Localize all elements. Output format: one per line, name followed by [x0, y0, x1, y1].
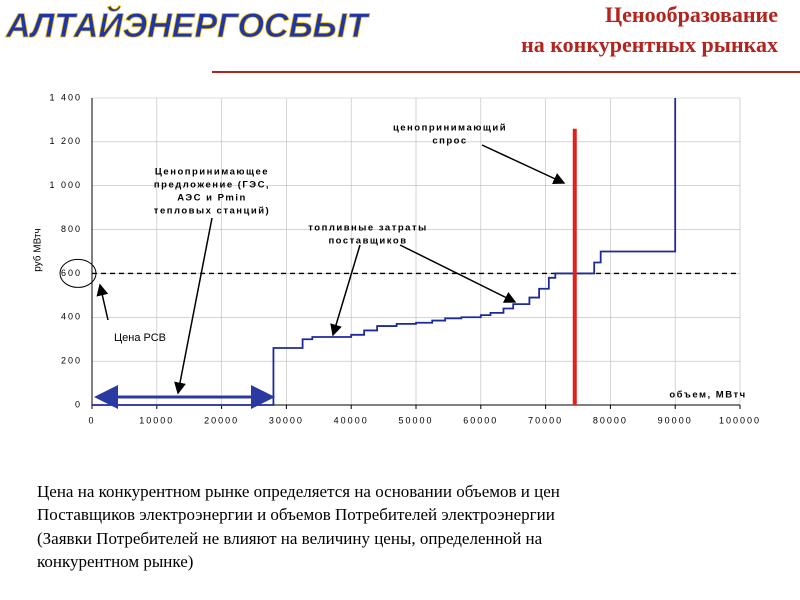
highlight: [59, 258, 97, 288]
footer-line: (Заявки Потребителей не влияют на величи…: [37, 529, 543, 548]
series-line: [92, 98, 677, 406]
annotation: Ценопринимающее: [155, 167, 269, 178]
annotation: поставщиков: [328, 236, 407, 247]
annotation: тепловых станций): [154, 206, 270, 217]
annotation: ценопринимающий: [393, 123, 507, 134]
x-tick-label: 10000: [139, 415, 174, 425]
x-tick-label: 80000: [593, 415, 628, 425]
y-tick-label: 400: [61, 312, 82, 322]
y-tick-label: 600: [61, 268, 82, 278]
title: на конкурентных рынках: [521, 32, 778, 57]
annotation: топливные затраты: [308, 223, 427, 234]
footer-line: Поставщиков электроэнергии и объемов Пот…: [37, 505, 555, 524]
arrow: [399, 244, 517, 303]
x-tick-label: 70000: [528, 415, 563, 425]
logo: АЛТАЙЭНЕРГОСБЫТ: [5, 6, 371, 45]
y-tick-label: 1 400: [49, 92, 82, 102]
arrow: [330, 244, 361, 337]
footer-line: конкурентном рынке): [37, 552, 193, 571]
x-tick-label: 100000: [719, 415, 761, 425]
y-axis-label: руб МВтч: [32, 228, 44, 272]
x-tick-label: 90000: [658, 415, 693, 425]
y-tick-label: 1 000: [49, 180, 82, 190]
arrow: [481, 144, 566, 185]
footer-line: Цена на конкурентном рынке определяется …: [37, 482, 560, 501]
x-tick-label: 50000: [398, 415, 433, 425]
y-tick-label: 200: [61, 356, 82, 366]
annotation: АЭС и Pmin: [177, 193, 247, 204]
annotation: объем, МВтч: [669, 390, 746, 401]
arrow: [96, 283, 109, 321]
title: Ценообразование: [605, 2, 778, 27]
x-tick-label: 40000: [334, 415, 369, 425]
annotation: спрос: [432, 136, 467, 147]
annotation: предложение (ГЭС,: [154, 180, 270, 191]
y-tick-label: 1 200: [49, 136, 82, 146]
footer: Цена на конкурентном рынке определяется …: [37, 482, 560, 571]
annotation: Цена РСВ: [114, 332, 166, 344]
x-tick-label: 20000: [204, 415, 239, 425]
x-tick-label: 60000: [463, 415, 498, 425]
x-tick-label: 0: [88, 415, 95, 425]
x-tick-label: 30000: [269, 415, 304, 425]
y-tick-label: 0: [75, 399, 82, 409]
y-tick-label: 800: [61, 224, 82, 234]
arrow: [174, 217, 213, 395]
